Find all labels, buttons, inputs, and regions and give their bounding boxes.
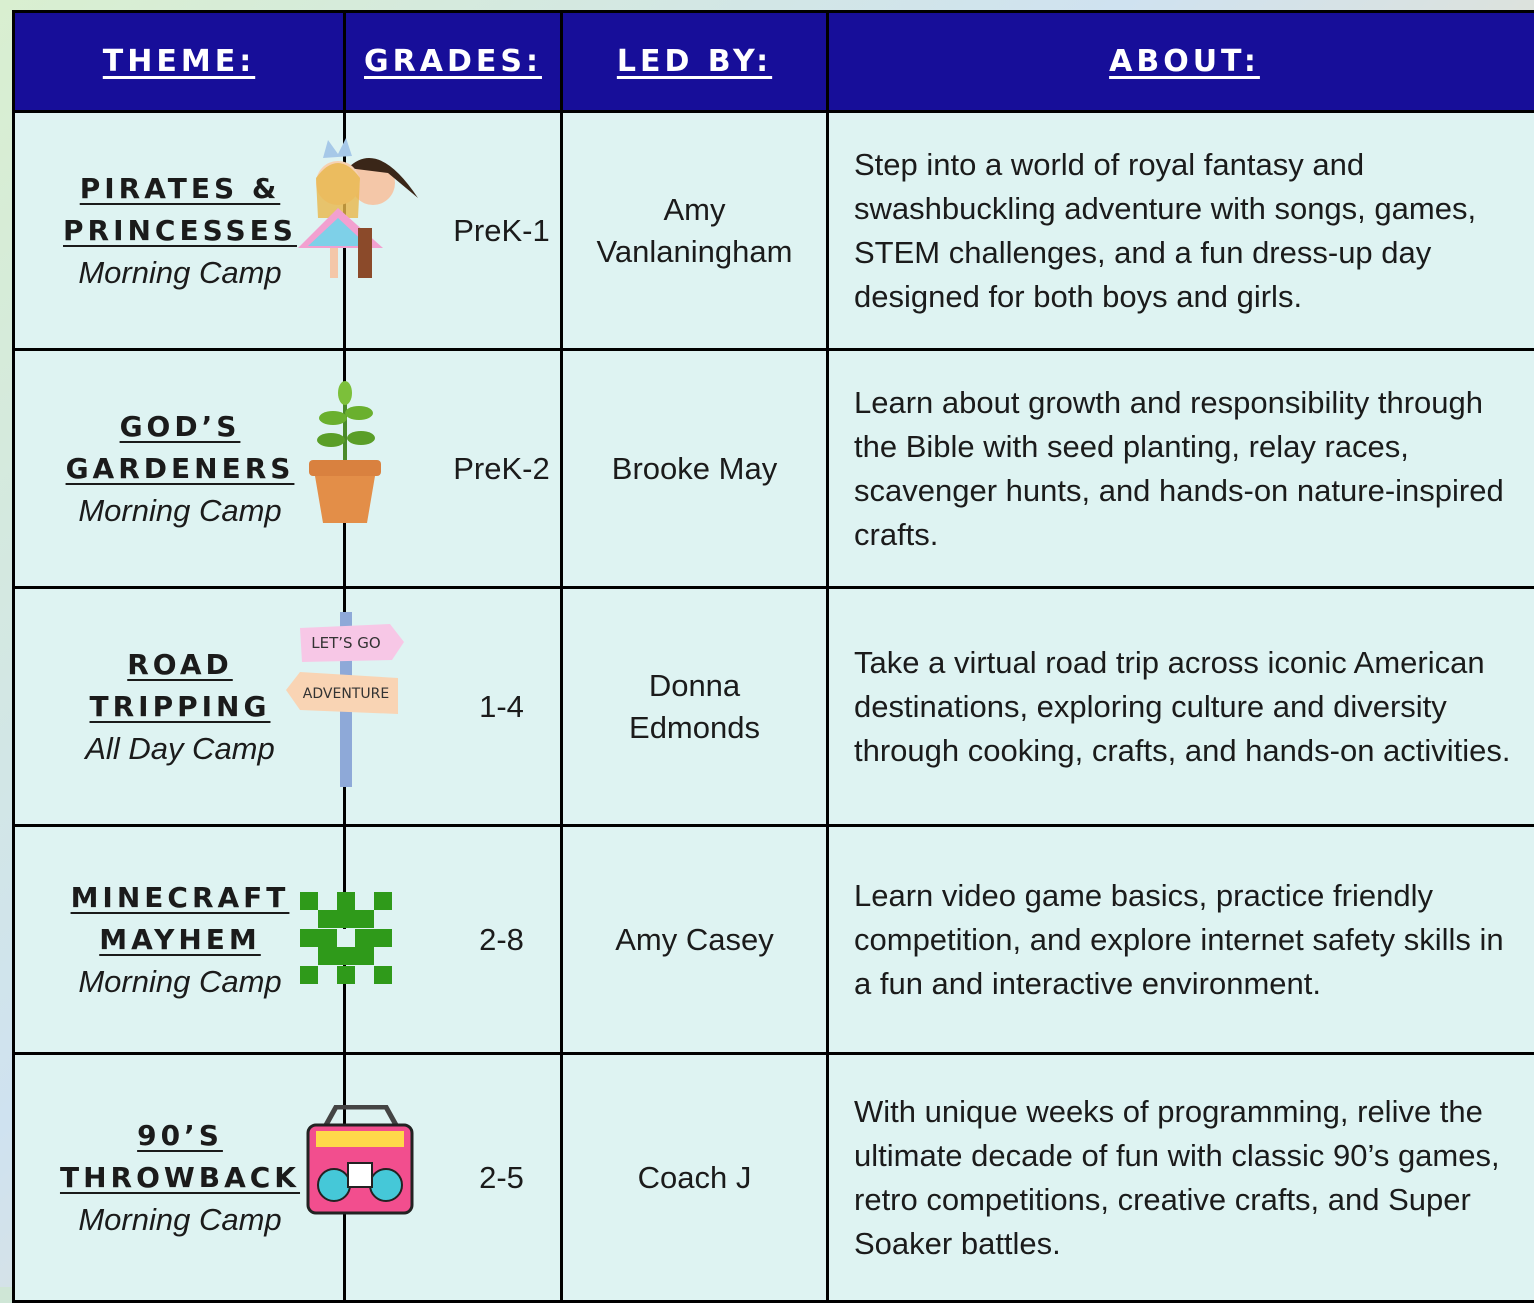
- header-cell: ABOUT:: [826, 10, 1534, 113]
- sign-text: LET’S GO: [311, 634, 381, 652]
- theme-wrap: ROAD TRIPPING All Day Camp: [15, 644, 345, 770]
- camp-type: Morning Camp: [78, 963, 282, 999]
- header-cell: LED BY:: [560, 10, 829, 113]
- camp-type: Morning Camp: [78, 1201, 282, 1237]
- pixel-icon: [300, 892, 392, 984]
- camp-type: Morning Camp: [78, 254, 282, 290]
- boombox-icon: [306, 1105, 414, 1215]
- led-by-cell: Coach J: [560, 1052, 829, 1303]
- theme-wrap: GOD’S GARDENERS Morning Camp: [15, 406, 345, 532]
- theme-title: 90’S THROWBACK: [59, 1118, 301, 1194]
- led-by-cell: Amy Vanlaningham: [560, 110, 829, 351]
- theme-cell: ROAD TRIPPING All Day Camp: [12, 586, 346, 827]
- header-cell: THEME:: [12, 10, 346, 113]
- grades-cell: 2-8: [479, 921, 524, 957]
- grades-cell: PreK-1: [453, 212, 550, 248]
- princess-pirate-icon: [298, 138, 418, 278]
- theme-title: PIRATES & PRINCESSES: [63, 171, 297, 247]
- theme-cell: GOD’S GARDENERS Morning Camp: [12, 348, 346, 589]
- signpost-icon: LET’S GO ADVENTURE: [286, 612, 404, 787]
- about-cell: Learn about growth and responsibility th…: [826, 348, 1534, 589]
- theme-cell: MINECRAFT MAYHEM Morning Camp: [12, 824, 346, 1055]
- about-cell: Take a virtual road trip across iconic A…: [826, 586, 1534, 827]
- theme-title: ROAD TRIPPING: [89, 647, 271, 723]
- sign-text: ADVENTURE: [303, 686, 389, 702]
- theme-wrap: PIRATES & PRINCESSES Morning Camp: [15, 168, 345, 294]
- plant-pot-icon: [309, 381, 381, 523]
- header-cell: GRADES:: [343, 10, 563, 113]
- camp-type: Morning Camp: [78, 492, 282, 528]
- grades-cell: 1-4: [479, 688, 524, 724]
- theme-cell: PIRATES & PRINCESSES Morning Camp: [12, 110, 346, 351]
- about-cell: Learn video game basics, practice friend…: [826, 824, 1534, 1055]
- led-by-cell: Amy Casey: [560, 824, 829, 1055]
- theme-wrap: MINECRAFT MAYHEM Morning Camp: [15, 877, 345, 1003]
- led-by-cell: Brooke May: [560, 348, 829, 589]
- theme-title: GOD’S GARDENERS: [65, 409, 295, 485]
- theme-wrap: 90’S THROWBACK Morning Camp: [15, 1115, 345, 1241]
- about-cell: Step into a world of royal fantasy and s…: [826, 110, 1534, 351]
- camp-type: All Day Camp: [85, 730, 275, 766]
- about-cell: With unique weeks of programming, relive…: [826, 1052, 1534, 1303]
- theme-cell: 90’S THROWBACK Morning Camp: [12, 1052, 346, 1303]
- led-by-cell: Donna Edmonds: [560, 586, 829, 827]
- grades-cell: PreK-2: [453, 450, 550, 486]
- theme-title: MINECRAFT MAYHEM: [70, 880, 290, 956]
- grades-cell: 2-5: [479, 1159, 524, 1195]
